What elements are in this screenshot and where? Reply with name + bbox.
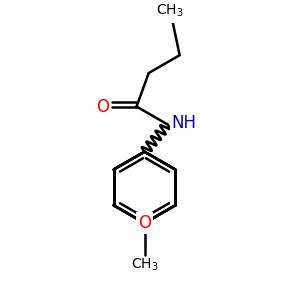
Text: O: O (96, 98, 109, 116)
Text: NH: NH (172, 114, 197, 132)
Text: CH$_3$: CH$_3$ (156, 2, 184, 19)
Text: O: O (138, 214, 151, 232)
Text: CH$_3$: CH$_3$ (131, 256, 158, 273)
